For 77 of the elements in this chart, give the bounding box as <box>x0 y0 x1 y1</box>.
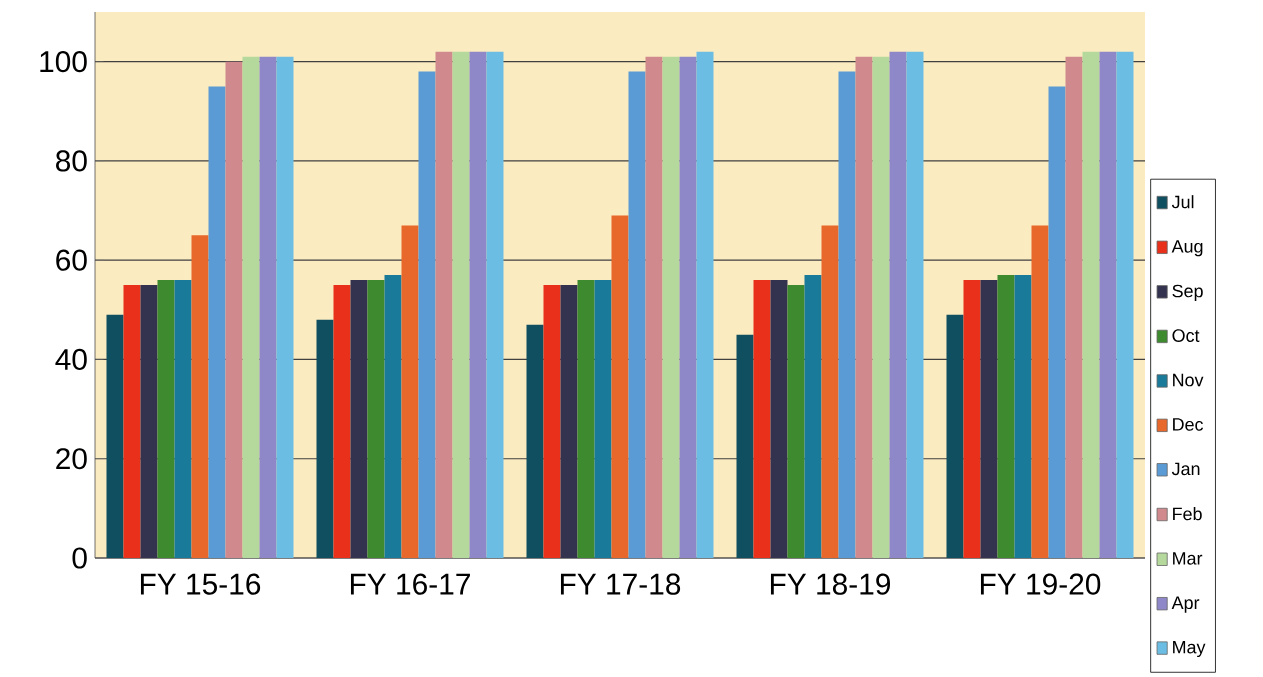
y-tick-label: 40 <box>55 348 87 371</box>
bar <box>594 280 612 558</box>
x-tick-label: FY 18-19 <box>770 573 890 595</box>
bar <box>946 314 964 558</box>
bar <box>350 280 368 558</box>
bar <box>1099 51 1117 558</box>
bar <box>662 56 680 558</box>
bar <box>855 56 873 558</box>
bar <box>804 275 822 558</box>
bar <box>821 225 839 558</box>
bar <box>1048 86 1066 558</box>
bar <box>259 56 277 558</box>
bar <box>838 71 856 558</box>
x-tick-label: FY 15-16 <box>140 573 261 595</box>
bar <box>1031 225 1049 558</box>
bar <box>242 56 260 558</box>
bar <box>469 51 487 558</box>
x-tick-label: FY 17-18 <box>560 573 681 595</box>
bar <box>889 51 907 558</box>
bar <box>1065 56 1083 558</box>
x-tick-label: FY 19-20 <box>980 573 1101 595</box>
bar <box>526 324 544 558</box>
legend-label: Mar <box>1173 552 1203 565</box>
y-tick-label: 60 <box>56 249 87 271</box>
bar <box>333 285 351 558</box>
bar <box>997 275 1015 558</box>
bar <box>157 280 175 558</box>
bar <box>872 56 890 558</box>
bar <box>577 280 595 558</box>
bar <box>191 235 209 558</box>
legend-label: Sep <box>1172 284 1203 301</box>
y-tick-label: 0 <box>72 547 87 569</box>
legend-label: Oct <box>1172 329 1200 342</box>
bar <box>384 275 402 558</box>
y-tick-label: 80 <box>56 150 87 172</box>
bar <box>123 285 141 558</box>
legend-label: Aug <box>1171 240 1203 257</box>
bar <box>208 86 226 558</box>
y-tick-label: 20 <box>56 448 87 470</box>
bar <box>106 314 124 558</box>
legend-label: Dec <box>1173 418 1204 431</box>
bar <box>418 71 436 558</box>
bar <box>435 51 453 558</box>
bar <box>174 280 192 558</box>
bar <box>452 51 470 558</box>
bar <box>736 334 754 558</box>
bar <box>611 215 629 558</box>
bar <box>486 51 504 558</box>
bar <box>276 56 294 558</box>
x-tick-label: FY 16-17 <box>350 573 470 595</box>
bar <box>401 225 419 558</box>
legend-label: Feb <box>1173 507 1202 521</box>
legend-label: Jul <box>1171 195 1194 209</box>
bar <box>679 56 697 558</box>
bar <box>963 280 981 558</box>
legend-label: May <box>1173 640 1206 658</box>
bar <box>770 280 788 558</box>
legend-label: Nov <box>1173 373 1204 387</box>
bar <box>543 285 561 558</box>
bar <box>628 71 646 558</box>
bar <box>1082 51 1100 558</box>
legend-label: Jan <box>1171 462 1200 476</box>
bar <box>1116 51 1134 558</box>
bar <box>367 280 385 558</box>
bar <box>980 280 998 558</box>
bar <box>696 51 714 558</box>
bar <box>753 280 771 558</box>
bar <box>225 61 243 558</box>
y-tick-label: 100 <box>40 51 87 73</box>
bar <box>787 285 805 558</box>
bar <box>645 56 663 558</box>
bar <box>140 285 158 558</box>
bar <box>560 285 578 558</box>
legend-label: Apr <box>1171 596 1200 613</box>
bar <box>1014 275 1032 558</box>
bar <box>906 51 924 558</box>
bar <box>316 319 334 558</box>
